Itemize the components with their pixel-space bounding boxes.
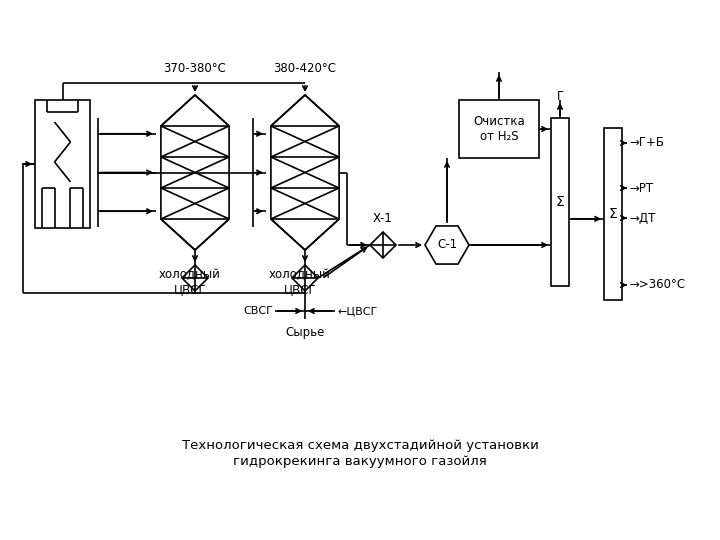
Text: Σ: Σ bbox=[608, 207, 617, 221]
Bar bbox=[551, 118, 569, 286]
Text: холодный
ЦВСГ: холодный ЦВСГ bbox=[159, 268, 221, 296]
Bar bbox=[459, 100, 539, 158]
Text: Сырье: Сырье bbox=[285, 326, 325, 339]
Text: →РТ: →РТ bbox=[629, 181, 653, 194]
Text: Σ: Σ bbox=[556, 195, 564, 209]
Text: 370-380°C: 370-380°C bbox=[163, 62, 226, 75]
Text: →Г+Б: →Г+Б bbox=[629, 137, 664, 150]
Bar bbox=[35, 100, 90, 228]
Text: холодный
ЦВСГ: холодный ЦВСГ bbox=[269, 268, 331, 296]
Text: СВСГ: СВСГ bbox=[243, 306, 273, 316]
Bar bbox=[604, 128, 622, 300]
Text: Х-1: Х-1 bbox=[373, 212, 393, 225]
Text: Технологическая схема двухстадийной установки: Технологическая схема двухстадийной уста… bbox=[181, 438, 539, 451]
Text: 380-420°C: 380-420°C bbox=[274, 62, 336, 75]
Text: С-1: С-1 bbox=[437, 239, 457, 252]
Text: Очистка
от H₂S: Очистка от H₂S bbox=[473, 115, 525, 143]
Text: →>360°С: →>360°С bbox=[629, 279, 685, 292]
Text: гидрокрекинга вакуумного газойля: гидрокрекинга вакуумного газойля bbox=[233, 456, 487, 469]
Text: →ДТ: →ДТ bbox=[629, 212, 655, 225]
Text: ←ЦВСГ: ←ЦВСГ bbox=[337, 306, 377, 316]
Text: Г: Г bbox=[557, 90, 564, 103]
